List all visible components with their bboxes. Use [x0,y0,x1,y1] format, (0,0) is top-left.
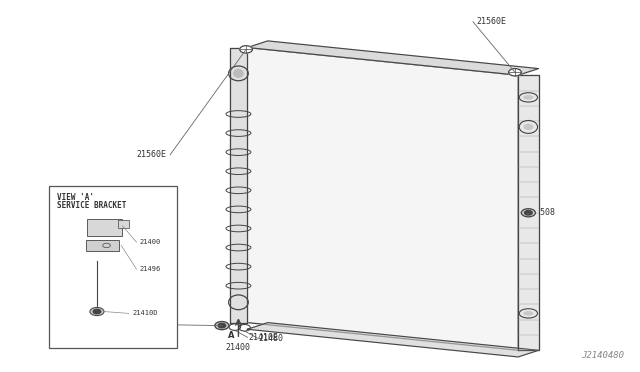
Text: A: A [228,331,234,340]
Bar [88,219,122,236]
Circle shape [522,209,536,217]
Circle shape [93,310,100,314]
Polygon shape [247,48,518,350]
Text: 21508: 21508 [531,208,556,217]
Text: 21480: 21480 [259,334,284,343]
Text: 21400: 21400 [226,343,251,352]
Text: 21496: 21496 [140,266,161,272]
Text: VIEW 'A': VIEW 'A' [57,193,94,202]
Circle shape [215,321,229,330]
Circle shape [525,211,532,215]
Circle shape [90,308,104,315]
Ellipse shape [524,124,534,130]
Bar [118,220,129,228]
Text: 21508: 21508 [143,320,168,329]
Bar [86,240,120,251]
Polygon shape [230,48,247,323]
Ellipse shape [233,69,244,78]
Bar [49,186,177,349]
Polygon shape [518,75,539,350]
Text: 21410D: 21410D [132,310,157,316]
Text: SERVICE BRACKET: SERVICE BRACKET [57,201,126,210]
Ellipse shape [524,95,534,100]
Circle shape [218,323,226,328]
Circle shape [240,46,252,53]
Text: J2140480: J2140480 [582,351,625,360]
Text: 21560E: 21560E [477,17,507,26]
Text: 21410E: 21410E [249,333,279,342]
Ellipse shape [524,311,534,316]
Text: 21400: 21400 [140,239,161,245]
Polygon shape [247,323,539,357]
Polygon shape [247,41,539,75]
Text: 21560E: 21560E [136,150,166,159]
Circle shape [509,68,522,76]
